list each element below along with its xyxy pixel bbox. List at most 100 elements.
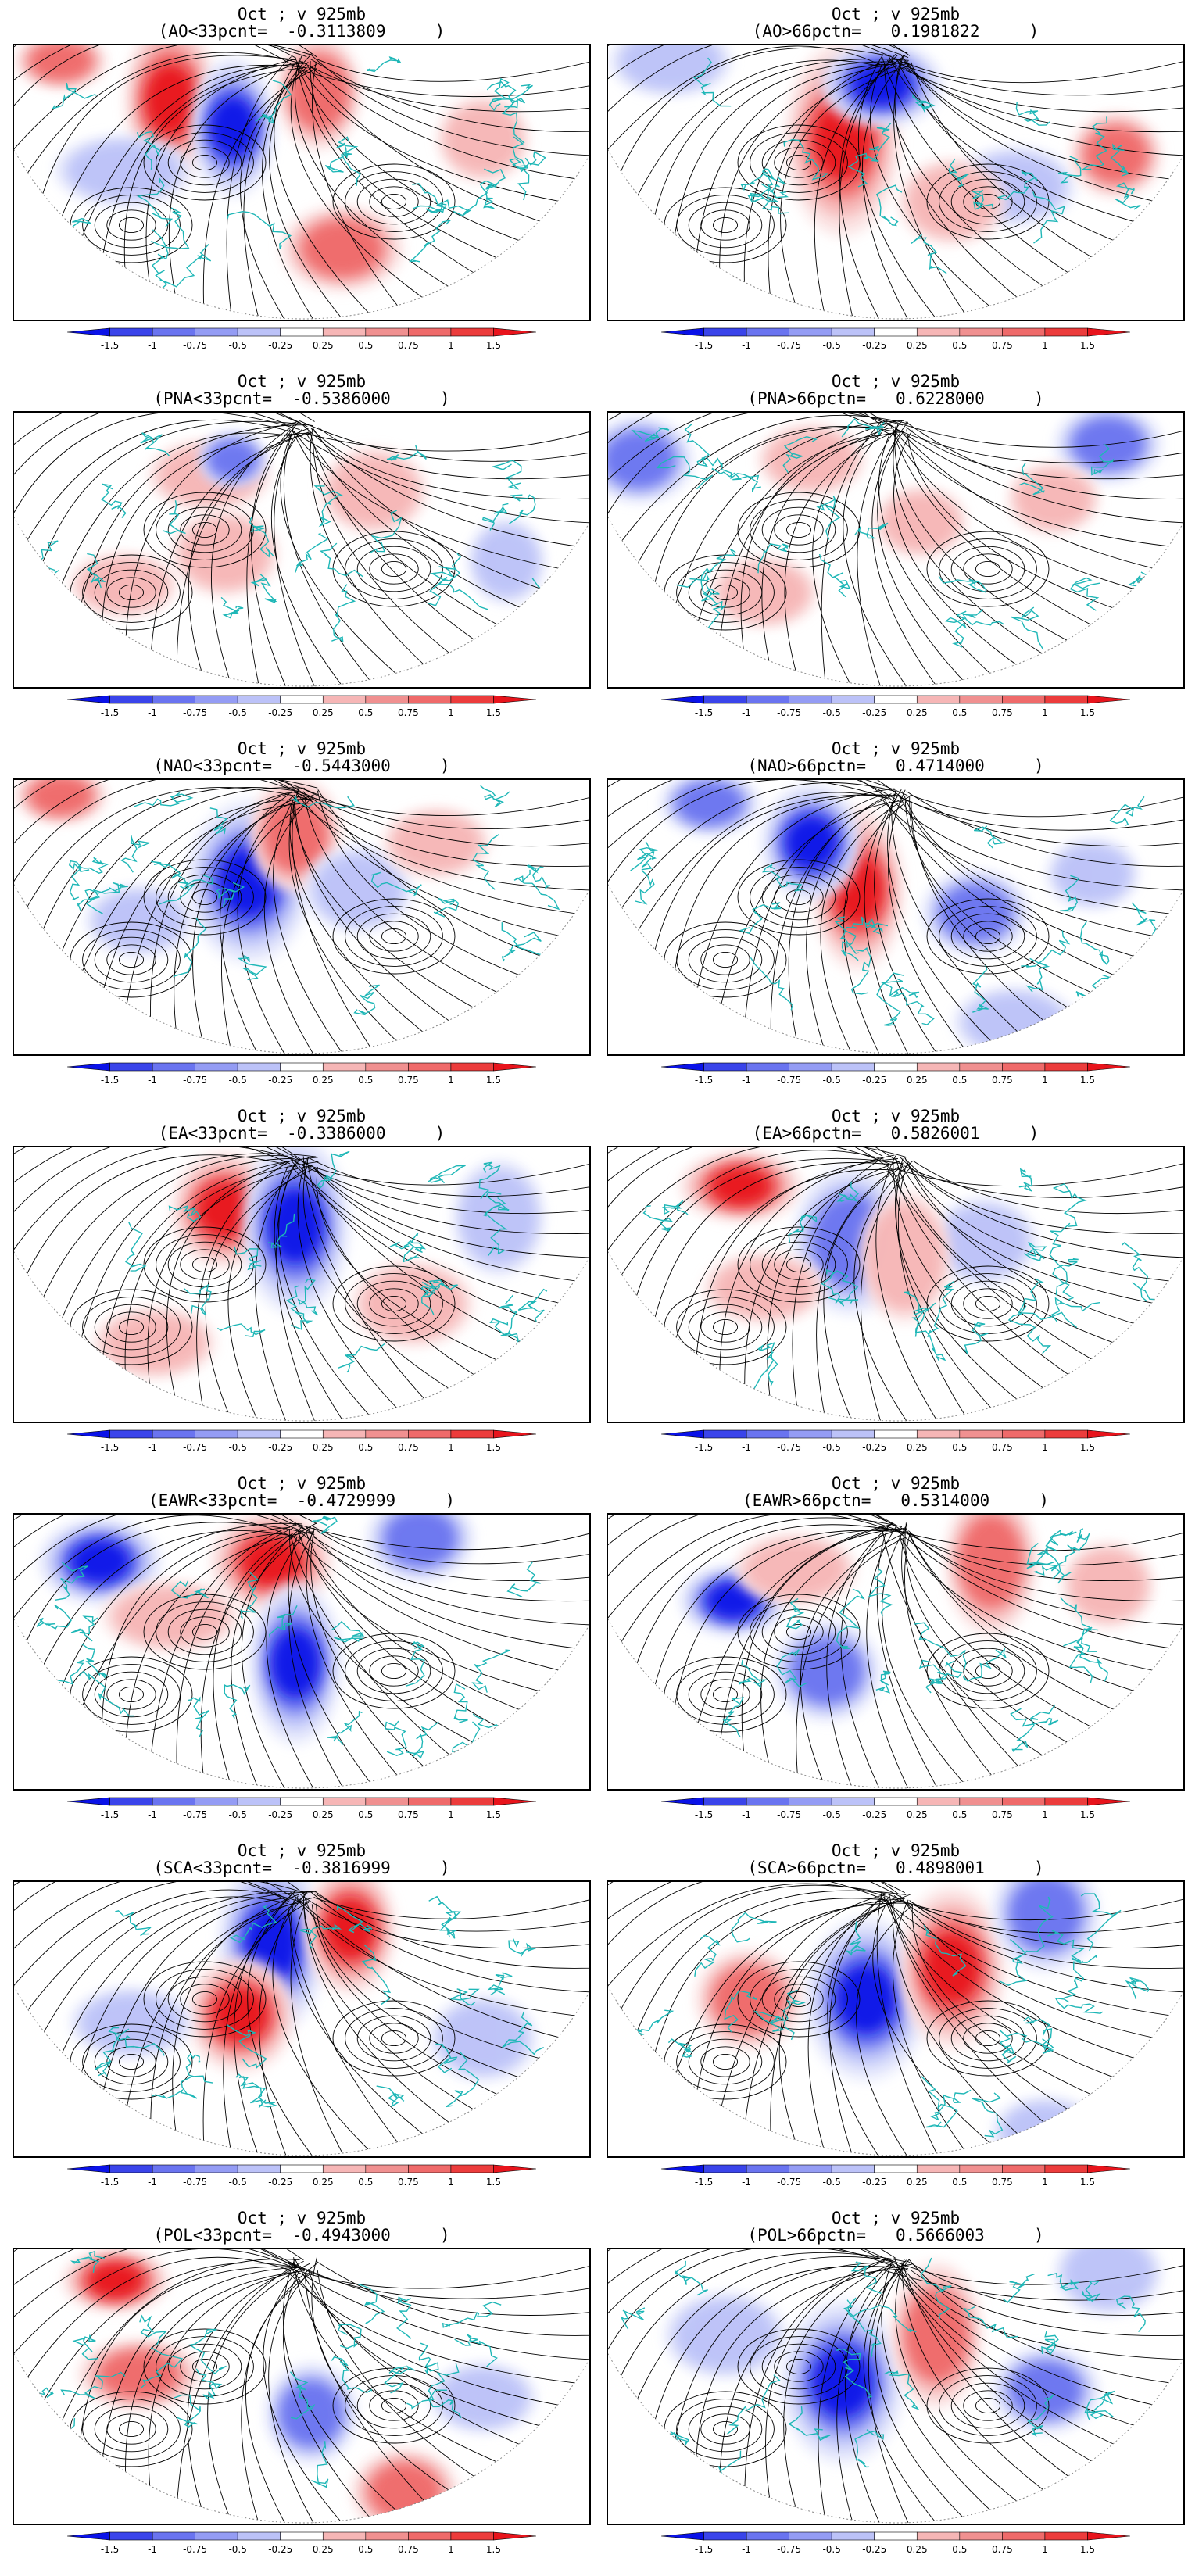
colorbar-segment	[493, 1797, 537, 1806]
colorbar-svg: -1.5 -1 -0.75 -0.5 -0.25 0.25 0.5 0.75 1 1.5	[66, 2164, 537, 2188]
colorbar-tick-label: 1	[1042, 340, 1048, 351]
negative-anomaly-patch	[438, 2368, 528, 2428]
colorbar-svg: -1.5 -1 -0.75 -0.5 -0.25 0.25 0.5 0.75 1 1.5	[66, 2531, 537, 2555]
colorbar-svg: -1.5 -1 -0.75 -0.5 -0.25 0.25 0.5 0.75 1 1.5	[66, 1797, 537, 1820]
colorbar-segment	[959, 1429, 1003, 1439]
colorbar-tick-label: -0.5	[822, 2544, 840, 2555]
negative-anomaly-patch	[279, 2381, 343, 2446]
colorbar-segment	[322, 2531, 367, 2541]
wind-streamlines	[608, 780, 1183, 1054]
positive-anomaly-patch	[213, 1987, 268, 2042]
negative-anomaly-patch	[385, 1515, 456, 1567]
panel-subtitle: (NAO<33pcnt= -0.5443000 )	[153, 757, 450, 775]
negative-anomaly-patch	[209, 96, 256, 159]
panel-subtitle: (PNA<33pcnt= -0.5386000 )	[153, 389, 450, 408]
colorbar-segment	[195, 1062, 238, 1072]
wind-streamlines	[608, 45, 1183, 319]
colorbar-segment	[831, 327, 875, 337]
colorbar-tick-label: -1.5	[695, 1075, 713, 1086]
positive-anomaly-patch	[866, 1203, 944, 1311]
colorbar-tick-label: -1	[148, 1075, 157, 1086]
colorbar-tick-label: 0.5	[952, 340, 967, 351]
polar-map	[608, 1882, 1183, 2156]
colorbar-segment	[408, 1797, 452, 1806]
colorbar-tick-label: -1.5	[101, 1075, 119, 1086]
colorbar-svg: -1.5 -1 -0.75 -0.5 -0.25 0.25 0.5 0.75 1 1.5	[66, 327, 537, 351]
negative-anomaly-patch	[66, 141, 181, 200]
colorbar-segment	[1087, 695, 1131, 704]
colorbar: -1.5 -1 -0.75 -0.5 -0.25 0.25 0.5 0.75 1 1.5	[638, 325, 1154, 364]
map-hemisphere	[608, 1515, 1183, 1788]
polar-map	[14, 1882, 589, 2156]
colorbar-tick-label: -0.5	[228, 1809, 246, 1820]
wind-streamlines	[14, 2249, 589, 2523]
colorbar-segment	[365, 327, 409, 337]
colorbar-svg: -1.5 -1 -0.75 -0.5 -0.25 0.25 0.5 0.75 1 1.5	[660, 695, 1131, 718]
positive-anomaly-patch	[145, 65, 195, 135]
colorbar-segment	[789, 2531, 832, 2541]
colorbar-svg: -1.5 -1 -0.75 -0.5 -0.25 0.25 0.5 0.75 1 1.5	[660, 2164, 1131, 2188]
colorbar-segment	[703, 2531, 747, 2541]
panel-subtitle: (POL>66pctn= 0.5666003 )	[747, 2226, 1044, 2245]
colorbar-segment	[365, 1429, 409, 1439]
colorbar-segment	[789, 1429, 832, 1439]
colorbar-tick-label: 1	[448, 2544, 454, 2555]
colorbar-segment	[237, 327, 281, 337]
colorbar-svg: -1.5 -1 -0.75 -0.5 -0.25 0.25 0.5 0.75 1 1.5	[66, 695, 537, 718]
panel-subtitle: (AO>66pctn= 0.1981822 )	[752, 22, 1040, 41]
colorbar-svg: -1.5 -1 -0.75 -0.5 -0.25 0.25 0.5 0.75 1 1.5	[660, 2531, 1131, 2555]
colorbar-tick-label: -0.5	[228, 1442, 246, 1453]
colorbar-tick-label: 0.5	[952, 1442, 967, 1453]
colorbar-segment	[408, 695, 452, 704]
panel-title: Oct ; v 925mb	[831, 2209, 961, 2227]
negative-anomaly-patch	[785, 815, 838, 870]
colorbar-tick-label: 1.5	[1080, 340, 1095, 351]
map-hemisphere	[14, 1147, 589, 1421]
colorbar-segment	[322, 1062, 367, 1072]
colorbar-segment	[408, 2531, 452, 2541]
colorbar-segment	[703, 327, 747, 337]
negative-anomaly-patch	[964, 993, 1065, 1052]
colorbar-segment	[365, 1062, 409, 1072]
colorbar-tick-label: 0.5	[358, 1442, 373, 1453]
positive-anomaly-patch	[88, 2263, 143, 2299]
colorbar-tick-label: -1.5	[695, 2544, 713, 2555]
panel-subtitle: (POL<33pcnt= -0.4943000 )	[153, 2226, 450, 2245]
colorbar-segment	[916, 695, 961, 704]
colorbar-segment	[874, 1062, 918, 1072]
colorbar-segment	[322, 1797, 367, 1806]
latitude-boundary	[14, 516, 589, 687]
colorbar-tick-label: -1.5	[101, 2177, 119, 2188]
colorbar-segment	[1002, 695, 1046, 704]
colorbar-segment	[660, 1797, 704, 1806]
colorbar-segment	[959, 2164, 1003, 2174]
colorbar-segment	[237, 2531, 281, 2541]
colorbar-segment	[493, 2164, 537, 2174]
colorbar-tick-label: -1	[742, 340, 751, 351]
colorbar-segment	[1087, 2531, 1131, 2541]
positive-anomaly-patch	[329, 455, 418, 527]
colorbar-segment	[66, 695, 110, 704]
panel-subtitle: (NAO>66pctn= 0.4714000 )	[747, 757, 1044, 775]
colorbar-tick-label: -0.75	[183, 707, 207, 718]
colorbar-segment	[152, 1429, 195, 1439]
positive-anomaly-patch	[181, 517, 270, 589]
latitude-boundary	[14, 883, 589, 1054]
latitude-boundary	[608, 516, 1183, 687]
negative-anomaly-patch	[675, 2299, 776, 2371]
panel-title: Oct ; v 925mb	[237, 5, 367, 23]
coastlines	[632, 1893, 1150, 2138]
colorbar-segment	[408, 327, 452, 337]
colorbar-segment	[1044, 327, 1088, 337]
colorbar-segment	[237, 1797, 281, 1806]
colorbar-tick-label: -0.25	[862, 340, 886, 351]
wind-streamlines	[608, 2249, 1183, 2523]
map-panel: Oct ; v 925mb (EAWR>66pctn= 0.5314000 ) -1…	[607, 1474, 1185, 1841]
colorbar-segment	[1002, 2164, 1046, 2174]
colorbar-segment	[1044, 2164, 1088, 2174]
colorbar-tick-label: -1	[742, 1075, 751, 1086]
colorbar: -1.5 -1 -0.75 -0.5 -0.25 0.25 0.5 0.75 1 1.5	[44, 692, 560, 732]
polar-map	[608, 45, 1183, 320]
colorbar-segment	[789, 327, 832, 337]
